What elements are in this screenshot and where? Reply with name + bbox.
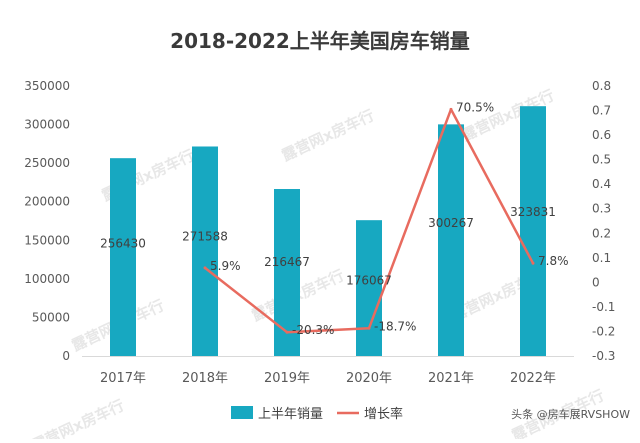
- x-category-label: 2019年: [264, 371, 310, 386]
- y-left-tick-label: 250000: [24, 156, 70, 170]
- line-point: [449, 107, 453, 111]
- legend-line-label: 增长率: [364, 406, 403, 422]
- y-right-tick-label: 0.7: [592, 104, 611, 118]
- y-right-tick-label: 0.8: [592, 79, 611, 93]
- line-point: [285, 330, 289, 334]
- x-category-label: 2021年: [428, 371, 474, 386]
- watermark-text: 头条 @房车展RVSHOW: [511, 407, 630, 421]
- x-category-label: 2017年: [100, 371, 146, 386]
- bar: [274, 189, 300, 356]
- bar: [110, 158, 136, 356]
- bar-value-label: 216467: [264, 255, 310, 269]
- bar: [520, 106, 546, 356]
- y-right-tick-label: -0.2: [592, 324, 615, 338]
- y-left-tick-label: 200000: [24, 195, 70, 209]
- chart-title: 2018-2022上半年美国房车销量: [170, 29, 470, 53]
- y-right-tick-label: 0: [592, 275, 600, 289]
- legend-bar-swatch: [231, 406, 253, 419]
- bar: [438, 124, 464, 357]
- y-right-tick-label: 0.1: [592, 251, 611, 265]
- legend: 上半年销量 增长率: [231, 406, 403, 422]
- line-value-label: -18.7%: [374, 319, 416, 333]
- x-category-label: 2018年: [182, 371, 228, 386]
- bar-value-label: 323831: [510, 205, 556, 219]
- y-right-tick-label: -0.1: [592, 300, 615, 314]
- y-right-tick-label: 0.6: [592, 128, 611, 142]
- bar-value-label: 271588: [182, 229, 228, 243]
- line-data-labels: 5.9% -20.3% -18.7% 70.5% 7.8%: [210, 100, 569, 337]
- y-axis-right: -0.3 -0.2 -0.1 0 0.1 0.2 0.3 0.4 0.5 0.6 0.7 0.8: [592, 79, 615, 363]
- y-right-tick-label: 0.3: [592, 202, 611, 216]
- line-point: [531, 261, 535, 265]
- line-point: [203, 266, 207, 270]
- y-left-tick-label: 350000: [24, 79, 70, 93]
- line-value-label: 7.8%: [538, 254, 569, 268]
- y-right-tick-label: 0.5: [592, 153, 611, 167]
- x-category-label: 2020年: [346, 371, 392, 386]
- line-value-label: 5.9%: [210, 259, 241, 273]
- x-axis-categories: 2017年 2018年 2019年 2020年 2021年 2022年: [100, 371, 556, 386]
- y-axis-left: 0 50000 100000 150000 200000 250000 300000 3500…: [24, 79, 70, 363]
- line-series: [203, 107, 535, 334]
- legend-bar-label: 上半年销量: [258, 407, 323, 422]
- background-mark: 露营网x房车行: [29, 396, 127, 439]
- y-right-tick-label: -0.3: [592, 349, 615, 363]
- x-category-label: 2022年: [510, 371, 556, 386]
- y-left-tick-label: 100000: [24, 272, 70, 286]
- y-right-tick-label: 0.2: [592, 226, 611, 240]
- y-left-tick-label: 0: [62, 349, 70, 363]
- line-value-label: 70.5%: [456, 100, 494, 114]
- bar-data-labels: 256430 271588 216467 176067 300267 323831: [100, 205, 556, 287]
- background-mark: 露营网x房车行: [279, 106, 377, 164]
- bar: [356, 220, 382, 356]
- y-left-tick-label: 150000: [24, 233, 70, 247]
- bar-value-label: 176067: [346, 274, 392, 288]
- y-left-tick-label: 50000: [32, 310, 70, 324]
- bar-value-label: 300267: [428, 216, 474, 230]
- bar-series: [110, 106, 546, 357]
- y-left-tick-label: 300000: [24, 118, 70, 132]
- bar-value-label: 256430: [100, 236, 146, 250]
- line-value-label: -20.3%: [292, 323, 334, 337]
- bar: [192, 146, 218, 356]
- line-point: [367, 326, 371, 330]
- y-right-tick-label: 0.4: [592, 177, 611, 191]
